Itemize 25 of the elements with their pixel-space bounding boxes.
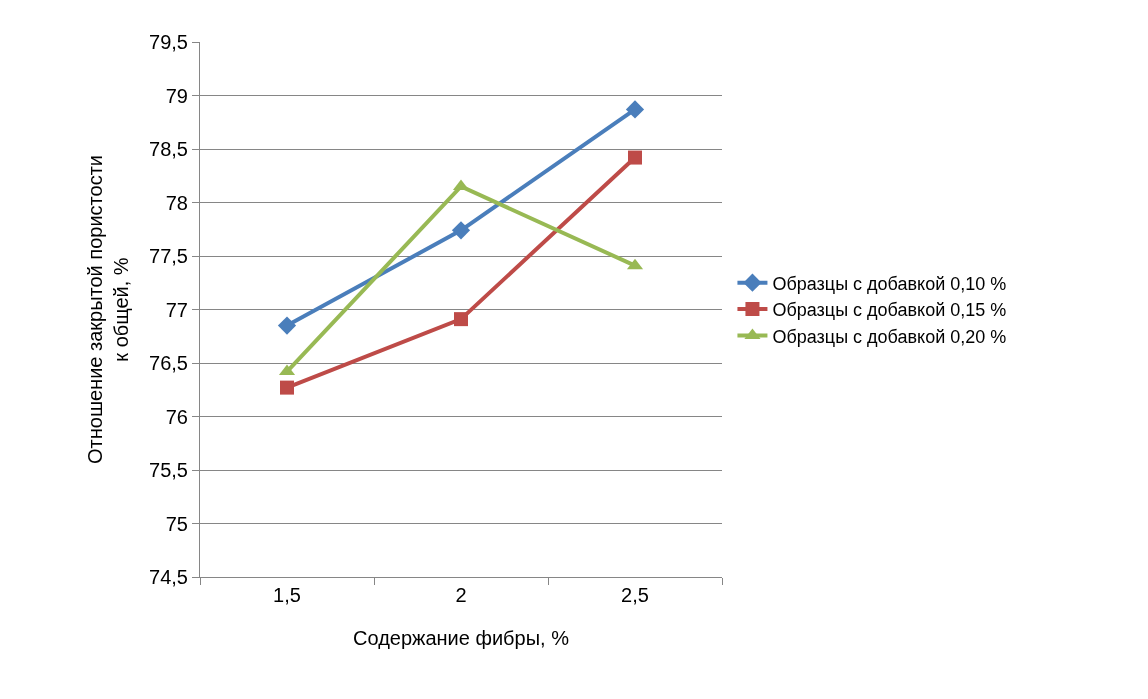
x-axis-title: Содержание фибры, %: [353, 626, 570, 649]
legend-label: Образцы с добавкой 0,20 %: [772, 326, 1007, 347]
point: [454, 312, 468, 327]
y-tick-label: 75,5: [149, 459, 188, 481]
y-tick-label: 79,5: [149, 31, 188, 53]
y-tick-label: 74,5: [149, 566, 188, 588]
y-tick-label: 79: [165, 84, 188, 107]
legend-label: Образцы с добавкой 0,15 %: [772, 300, 1007, 321]
point: [451, 221, 471, 240]
y-tick-label: 77,5: [149, 245, 188, 267]
y-tick-label: 78: [165, 191, 188, 214]
legend-label: Образцы с добавкой 0,10 %: [772, 273, 1007, 294]
y-tick-label: 76,5: [149, 352, 188, 374]
x-tick-label: 1,5: [273, 584, 301, 606]
y-tick-label: 78,5: [149, 138, 188, 160]
y-tick-label: 75: [165, 512, 188, 535]
y-tick-label: 76: [165, 405, 188, 428]
y-tick-label: 77: [165, 298, 188, 321]
point: [625, 100, 645, 119]
point: [277, 316, 297, 335]
x-tick-label: 2,5: [621, 584, 649, 606]
point: [628, 150, 642, 165]
point: [280, 380, 294, 395]
y-axis-title: Отношение закрытой пористости к общей, %: [83, 155, 132, 464]
x-tick-label: 2: [455, 584, 467, 606]
